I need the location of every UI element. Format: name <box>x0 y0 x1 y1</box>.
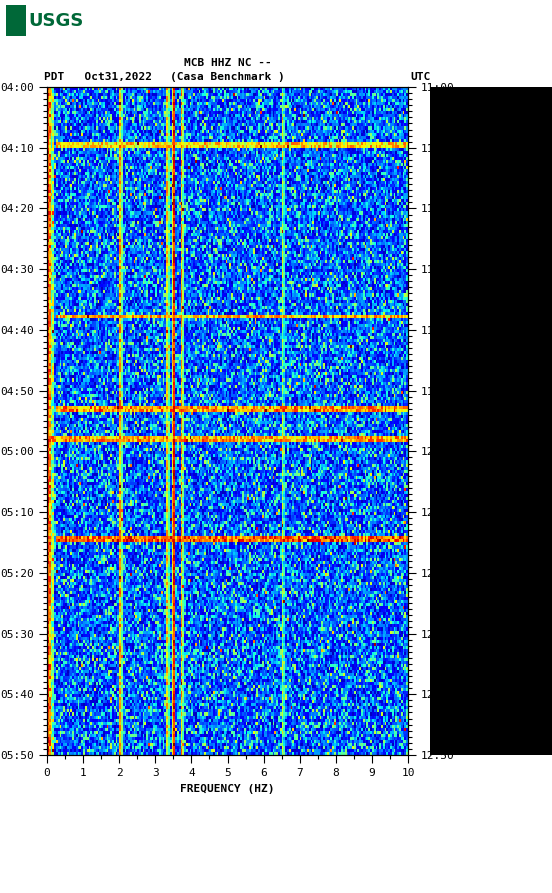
X-axis label: FREQUENCY (HZ): FREQUENCY (HZ) <box>181 784 275 794</box>
Text: MCB HHZ NC --: MCB HHZ NC -- <box>184 58 272 68</box>
Text: (Casa Benchmark ): (Casa Benchmark ) <box>170 72 285 82</box>
Bar <box>6 4 25 37</box>
Text: UTC: UTC <box>411 72 431 82</box>
Text: USGS: USGS <box>29 12 84 29</box>
Text: PDT   Oct31,2022: PDT Oct31,2022 <box>44 72 152 82</box>
